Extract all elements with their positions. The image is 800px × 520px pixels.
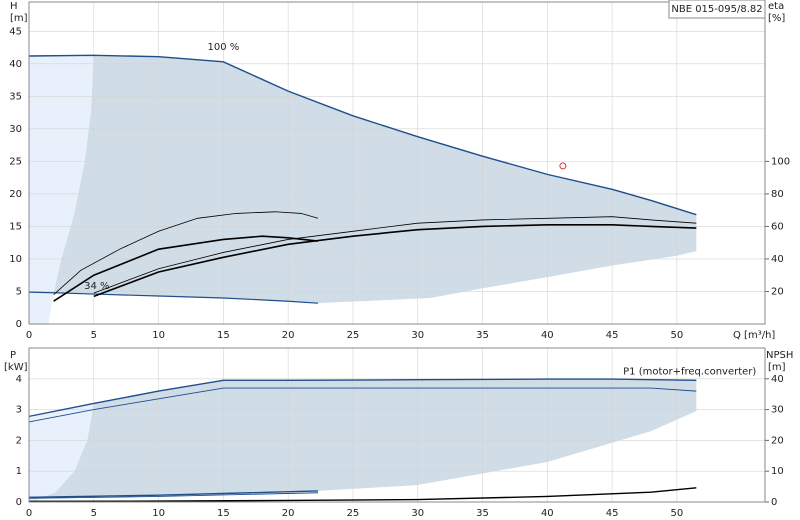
y-tick-label: 45 bbox=[9, 26, 22, 37]
y2-unit: [%] bbox=[768, 13, 785, 24]
operating-range bbox=[41, 379, 697, 498]
y2-tick-label: 40 bbox=[771, 254, 784, 265]
x-tick-label: 45 bbox=[606, 508, 619, 519]
curve bbox=[53, 235, 319, 302]
y-tick-label: 30 bbox=[9, 124, 22, 135]
y2-tick-label: 20 bbox=[771, 435, 784, 446]
y2-tick-label: 0 bbox=[771, 497, 777, 508]
y-unit: [m] bbox=[10, 13, 28, 24]
y-label: P bbox=[10, 350, 16, 361]
curve bbox=[28, 492, 318, 499]
x-tick-label: 25 bbox=[347, 330, 360, 341]
curve-label: P1 (motor+freq.converter) bbox=[623, 366, 756, 377]
x-tick-label: 50 bbox=[671, 330, 684, 341]
x-tick-label: 30 bbox=[411, 508, 424, 519]
curve bbox=[28, 291, 318, 304]
y-tick-label: 0 bbox=[16, 497, 22, 508]
y-tick-label: 20 bbox=[9, 189, 22, 200]
duty-point bbox=[559, 162, 567, 170]
y-tick-label: 1 bbox=[16, 466, 22, 477]
x-tick-label: 35 bbox=[476, 508, 489, 519]
y2-unit: [m] bbox=[768, 362, 786, 373]
x-label: Q [m³/h] bbox=[733, 330, 775, 341]
curve bbox=[28, 387, 697, 423]
x-tick-label: 30 bbox=[411, 330, 424, 341]
y-tick-label: 5 bbox=[16, 286, 22, 297]
y2-tick-label: 40 bbox=[771, 374, 784, 385]
y2-label: NPSH bbox=[766, 350, 793, 361]
x-tick-label: 15 bbox=[217, 330, 230, 341]
y2-tick-label: 20 bbox=[771, 286, 784, 297]
operating-range bbox=[29, 55, 94, 324]
curve bbox=[28, 378, 697, 418]
x-tick-label: 25 bbox=[347, 508, 360, 519]
curve bbox=[93, 223, 697, 298]
y2-tick-label: 10 bbox=[771, 466, 784, 477]
x-tick-label: 10 bbox=[152, 508, 165, 519]
plot-frame bbox=[28, 347, 766, 503]
x-tick-label: 0 bbox=[26, 330, 32, 341]
curve bbox=[28, 54, 697, 216]
y-label: H bbox=[10, 1, 18, 12]
title: NBE 015-095/8.82 bbox=[671, 4, 762, 15]
y-tick-label: 2 bbox=[16, 435, 22, 446]
curve bbox=[53, 211, 319, 296]
y2-tick-label: 60 bbox=[771, 221, 784, 232]
curve bbox=[93, 216, 697, 294]
y-tick-label: 0 bbox=[16, 319, 22, 330]
curve-label: 34 % bbox=[84, 281, 109, 292]
x-tick-label: 5 bbox=[91, 508, 97, 519]
x-tick-label: 15 bbox=[217, 508, 230, 519]
x-tick-label: 10 bbox=[152, 330, 165, 341]
y-tick-label: 3 bbox=[16, 405, 22, 416]
y2-tick-label: 100 bbox=[771, 156, 790, 167]
x-tick-label: 50 bbox=[671, 508, 684, 519]
x-tick-label: 5 bbox=[91, 330, 97, 341]
y-tick-label: 25 bbox=[9, 156, 22, 167]
x-tick-label: 20 bbox=[282, 508, 295, 519]
x-tick-label: 40 bbox=[541, 508, 554, 519]
curve bbox=[28, 490, 318, 499]
x-tick-label: 40 bbox=[541, 330, 554, 341]
y2-tick-label: 30 bbox=[771, 405, 784, 416]
y2-label: eta bbox=[768, 1, 784, 12]
y-unit: [kW] bbox=[4, 362, 28, 373]
y-tick-label: 10 bbox=[9, 254, 22, 265]
curve bbox=[28, 487, 697, 503]
y-tick-label: 40 bbox=[9, 59, 22, 70]
title-box bbox=[668, 0, 766, 19]
x-tick-label: 0 bbox=[26, 508, 32, 519]
y-tick-label: 15 bbox=[9, 221, 22, 232]
x-tick-label: 35 bbox=[476, 330, 489, 341]
curve-label: 100 % bbox=[207, 42, 239, 53]
x-tick-label: 45 bbox=[606, 330, 619, 341]
x-tick-label: 20 bbox=[282, 330, 295, 341]
y-tick-label: 35 bbox=[9, 91, 22, 102]
y2-tick-label: 80 bbox=[771, 189, 784, 200]
operating-range bbox=[29, 403, 94, 502]
plot-frame bbox=[28, 1, 766, 325]
y-tick-label: 4 bbox=[16, 374, 22, 385]
